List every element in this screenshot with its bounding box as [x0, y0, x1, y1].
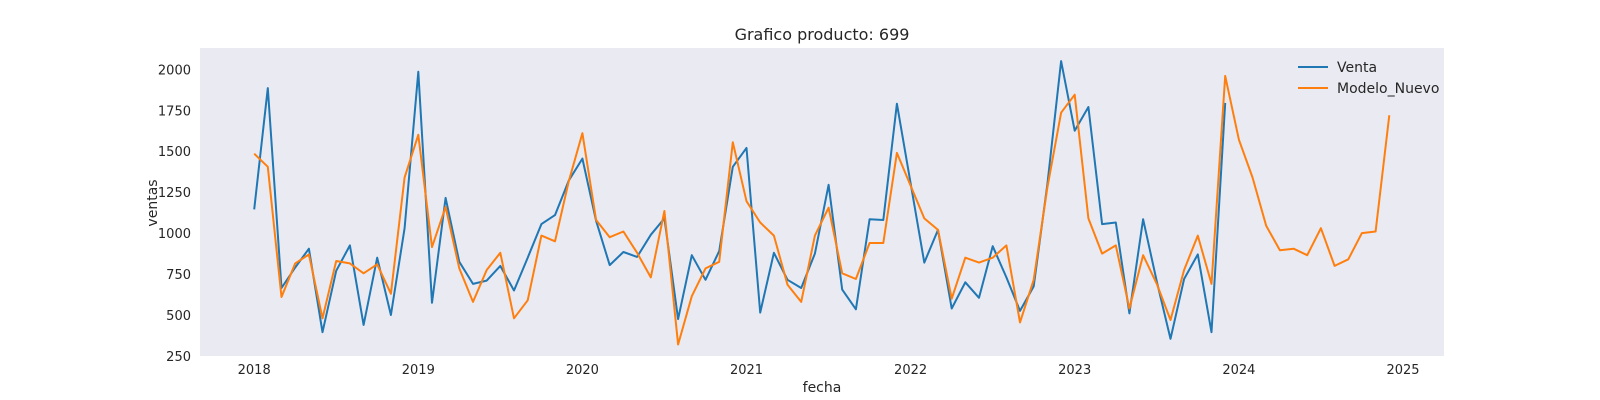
- legend: Venta Modelo_Nuevo: [1298, 60, 1439, 97]
- y-tick-label: 250: [166, 350, 191, 365]
- x-tick-label: 2019: [402, 363, 435, 378]
- y-tick-label: 2000: [158, 63, 191, 78]
- y-tick-label: 1250: [158, 186, 191, 201]
- x-axis-label: fecha: [803, 380, 842, 396]
- x-tick-labels: 2018 2019 2020 2021 2022 2023 2024 2025: [238, 363, 1420, 378]
- x-tick-label: 2024: [1222, 363, 1255, 378]
- y-tick-label: 1750: [158, 104, 191, 119]
- series-line-venta: [253, 60, 1227, 340]
- legend-label-modelo-nuevo: Modelo_Nuevo: [1337, 81, 1439, 97]
- y-axis-label: ventas: [145, 179, 161, 226]
- series-line-modelo-nuevo: [253, 74, 1391, 346]
- legend-label-venta: Venta: [1337, 60, 1377, 76]
- x-tick-label: 2022: [894, 363, 927, 378]
- chart-title: Grafico producto: 699: [735, 25, 910, 44]
- plot-area: [200, 48, 1444, 356]
- x-tick-label: 2018: [238, 363, 271, 378]
- x-tick-label: 2021: [730, 363, 763, 378]
- x-tick-label: 2020: [566, 363, 599, 378]
- y-tick-label: 500: [166, 309, 191, 324]
- x-tick-label: 2023: [1058, 363, 1091, 378]
- y-tick-label: 750: [166, 268, 191, 283]
- series-lines: [253, 60, 1391, 346]
- y-tick-labels: 250 500 750 1000 1250 1500 1750 2000: [158, 63, 191, 365]
- y-tick-label: 1500: [158, 145, 191, 160]
- x-tick-label: 2025: [1386, 363, 1419, 378]
- y-tick-label: 1000: [158, 227, 191, 242]
